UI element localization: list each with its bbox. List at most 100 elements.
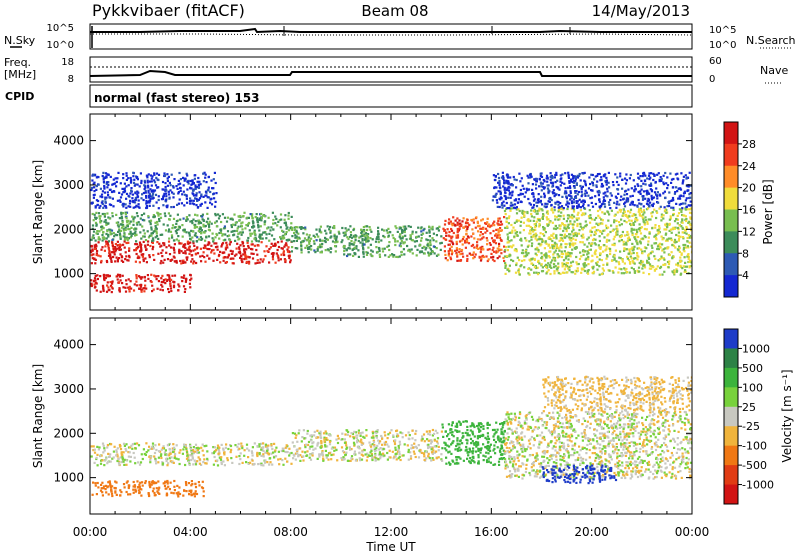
power-cell-6 <box>570 239 573 242</box>
power-cell-6 <box>576 267 579 270</box>
power-cell-2 <box>105 232 108 236</box>
velocity-cell-0 <box>184 444 187 447</box>
power-cell-2 <box>177 228 180 231</box>
power-cell-4 <box>428 229 431 232</box>
power-cell-1 <box>168 277 171 280</box>
velocity-cell-0 <box>240 442 243 445</box>
power-cell-5 <box>490 256 493 259</box>
power-cell-2 <box>240 231 243 234</box>
power-cell-0 <box>214 246 218 249</box>
power-cell-7 <box>550 199 553 202</box>
power-cell-8 <box>146 176 149 179</box>
power-cell-8 <box>147 194 150 197</box>
power-cell-2 <box>131 232 134 235</box>
power-cell-8 <box>214 205 217 208</box>
power-cell-7 <box>646 192 649 195</box>
power-cell-6 <box>666 260 670 264</box>
power-cell-8 <box>210 197 213 200</box>
power-cell-1 <box>118 281 121 284</box>
velocity-cell-0 <box>161 446 164 450</box>
power-cell-1 <box>177 289 180 292</box>
velocity-heatmap <box>90 375 692 498</box>
power-cell-6 <box>598 258 601 261</box>
power-cell-2 <box>94 216 97 219</box>
power-cell-0 <box>140 253 143 256</box>
power-cell-1 <box>161 285 164 288</box>
velocity-cell-0 <box>90 445 93 448</box>
power-cell-4 <box>403 228 406 231</box>
power-cell-8 <box>137 203 140 206</box>
power-cell-4 <box>369 228 372 231</box>
power-cell-8 <box>148 193 151 196</box>
power-cell-8 <box>197 184 200 187</box>
velocity-cell-0 <box>223 464 226 467</box>
power-heatmap <box>90 171 692 294</box>
power-cell-0 <box>203 244 206 247</box>
power-cell-6 <box>582 253 585 256</box>
power-cell-6 <box>594 238 597 241</box>
velocity-cell-0 <box>165 459 168 463</box>
power-cell-5 <box>485 255 488 258</box>
power-cell-1 <box>142 287 145 290</box>
power-cell-2 <box>249 234 252 237</box>
power-cell-6 <box>676 218 679 221</box>
velocity-cell-0 <box>164 449 167 452</box>
power-cell-4 <box>376 250 379 254</box>
power-cell-2 <box>228 234 231 237</box>
power-cell-5 <box>456 234 460 237</box>
power-cell-0 <box>134 249 137 252</box>
power-cell-4 <box>410 239 413 242</box>
power-cell-2 <box>230 224 233 227</box>
power-cell-6 <box>649 264 652 267</box>
power-cell-7 <box>585 191 588 194</box>
power-cell-4 <box>409 237 412 240</box>
power-cell-2 <box>100 225 103 228</box>
power-cell-0 <box>138 244 141 247</box>
power-cell-6 <box>641 252 644 255</box>
power-cell-8 <box>125 172 128 175</box>
velocity-cell-0 <box>277 450 280 453</box>
power-cell-3 <box>325 232 328 235</box>
power-cell-7 <box>565 203 568 206</box>
power-cell-2 <box>198 219 201 222</box>
power-cell-6 <box>628 250 631 253</box>
power-cell-4 <box>435 240 438 243</box>
power-cell-0 <box>128 256 131 259</box>
velocity-cell-0 <box>151 446 154 449</box>
power-cell-7 <box>689 200 692 203</box>
power-cell-0 <box>216 245 219 248</box>
power-cell-2 <box>212 238 215 241</box>
power-cell-8 <box>195 194 198 197</box>
power-cell-7 <box>678 195 681 198</box>
power-cell-6 <box>626 230 629 234</box>
power-cell-7 <box>657 172 660 175</box>
velocity-cell-1 <box>155 487 158 490</box>
power-cell-1 <box>151 290 154 293</box>
power-cell-0 <box>239 244 242 247</box>
power-cell-7 <box>589 182 592 186</box>
power-cell-6 <box>663 270 666 273</box>
power-cell-4 <box>363 230 366 233</box>
power-cell-6 <box>571 223 574 226</box>
power-cell-0 <box>111 251 114 254</box>
velocity-cell-0 <box>93 461 96 464</box>
power-cell-6 <box>532 229 535 232</box>
power-cell-5 <box>450 249 453 252</box>
power-cell-3 <box>320 251 323 254</box>
power-cell-6 <box>670 231 673 234</box>
power-cell-7 <box>540 195 543 198</box>
power-cell-8 <box>192 199 195 202</box>
power-cell-6 <box>558 249 561 252</box>
power-cell-7 <box>575 182 578 185</box>
power-cell-8 <box>107 173 110 177</box>
power-cell-2 <box>151 237 155 240</box>
power-cell-2 <box>284 222 287 225</box>
power-cell-7 <box>577 190 581 194</box>
velocity-cell-0 <box>266 461 269 464</box>
power-cell-6 <box>637 235 640 239</box>
power-cell-8 <box>181 193 184 196</box>
power-cell-8 <box>111 183 114 186</box>
power-cell-5 <box>456 217 459 220</box>
power-cell-2 <box>150 234 153 237</box>
power-cell-4 <box>437 253 440 256</box>
